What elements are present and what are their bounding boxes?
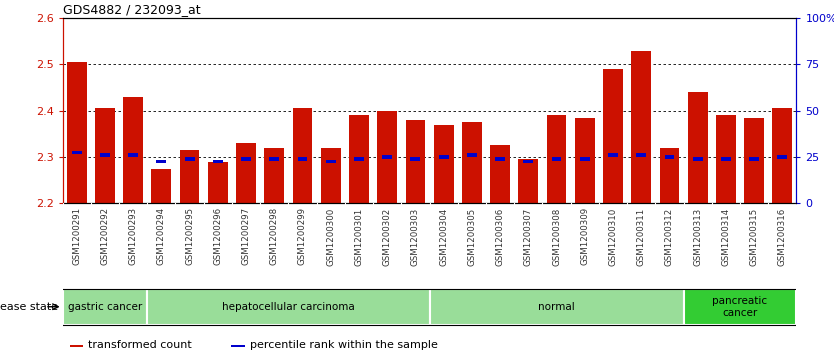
- Bar: [772, 109, 792, 203]
- Text: GSM1200306: GSM1200306: [495, 207, 505, 265]
- Bar: [63, 289, 148, 325]
- Bar: [439, 155, 449, 159]
- Text: disease state: disease state: [0, 302, 58, 312]
- Bar: [693, 158, 702, 161]
- Text: GSM1200297: GSM1200297: [242, 207, 250, 265]
- Bar: [354, 158, 364, 161]
- Bar: [236, 143, 256, 203]
- Text: GSM1200301: GSM1200301: [354, 207, 364, 265]
- Bar: [123, 97, 143, 203]
- Bar: [349, 115, 369, 203]
- Text: GSM1200292: GSM1200292: [100, 207, 109, 265]
- Text: GSM1200296: GSM1200296: [214, 207, 223, 265]
- Text: GSM1200305: GSM1200305: [467, 207, 476, 265]
- Text: GDS4882 / 232093_at: GDS4882 / 232093_at: [63, 3, 200, 16]
- Bar: [67, 62, 87, 203]
- Bar: [377, 111, 397, 203]
- Bar: [603, 69, 623, 203]
- Bar: [524, 160, 533, 163]
- Text: GSM1200293: GSM1200293: [128, 207, 138, 265]
- Bar: [519, 159, 538, 203]
- Text: GSM1200313: GSM1200313: [693, 207, 702, 265]
- Bar: [213, 160, 223, 163]
- Bar: [684, 289, 796, 325]
- Bar: [157, 160, 166, 163]
- Bar: [321, 148, 340, 203]
- Text: pancreatic
cancer: pancreatic cancer: [712, 296, 767, 318]
- Bar: [100, 153, 110, 156]
- Bar: [152, 168, 171, 203]
- Bar: [231, 346, 244, 347]
- Bar: [665, 155, 675, 159]
- Bar: [467, 153, 477, 156]
- Bar: [636, 153, 646, 156]
- Bar: [749, 158, 759, 161]
- Bar: [546, 115, 566, 203]
- Bar: [72, 151, 82, 154]
- Bar: [293, 109, 313, 203]
- Text: GSM1200308: GSM1200308: [552, 207, 561, 265]
- Text: GSM1200295: GSM1200295: [185, 207, 194, 265]
- Bar: [660, 148, 680, 203]
- Bar: [744, 118, 764, 203]
- Text: GSM1200312: GSM1200312: [665, 207, 674, 265]
- Bar: [241, 158, 251, 161]
- Bar: [462, 122, 482, 203]
- Bar: [434, 125, 454, 203]
- Bar: [264, 148, 284, 203]
- Bar: [777, 155, 787, 159]
- Text: GSM1200304: GSM1200304: [440, 207, 448, 265]
- Bar: [721, 158, 731, 161]
- Bar: [410, 158, 420, 161]
- Bar: [128, 153, 138, 156]
- Bar: [495, 158, 505, 161]
- Text: GSM1200298: GSM1200298: [269, 207, 279, 265]
- Text: GSM1200294: GSM1200294: [157, 207, 166, 265]
- Text: GSM1200311: GSM1200311: [636, 207, 646, 265]
- Text: transformed count: transformed count: [88, 340, 192, 350]
- Bar: [298, 158, 308, 161]
- Text: GSM1200314: GSM1200314: [721, 207, 731, 265]
- Bar: [490, 146, 510, 203]
- Text: gastric cancer: gastric cancer: [68, 302, 142, 312]
- Bar: [631, 50, 651, 203]
- Text: GSM1200291: GSM1200291: [73, 207, 81, 265]
- Bar: [382, 155, 392, 159]
- Bar: [580, 158, 590, 161]
- Bar: [575, 118, 595, 203]
- Bar: [179, 150, 199, 203]
- Bar: [269, 158, 279, 161]
- Text: GSM1200315: GSM1200315: [750, 207, 759, 265]
- Text: GSM1200300: GSM1200300: [326, 207, 335, 265]
- Text: GSM1200299: GSM1200299: [298, 207, 307, 265]
- Bar: [430, 289, 684, 325]
- Text: hepatocellular carcinoma: hepatocellular carcinoma: [222, 302, 354, 312]
- Text: GSM1200316: GSM1200316: [778, 207, 786, 265]
- Text: percentile rank within the sample: percentile rank within the sample: [249, 340, 438, 350]
- Bar: [95, 109, 115, 203]
- Text: GSM1200309: GSM1200309: [580, 207, 590, 265]
- Bar: [70, 346, 83, 347]
- Bar: [716, 115, 736, 203]
- Text: GSM1200303: GSM1200303: [411, 207, 420, 265]
- Bar: [208, 162, 228, 203]
- Bar: [551, 158, 561, 161]
- Text: GSM1200307: GSM1200307: [524, 207, 533, 265]
- Bar: [688, 92, 707, 203]
- Text: GSM1200310: GSM1200310: [609, 207, 617, 265]
- Bar: [608, 153, 618, 156]
- Text: normal: normal: [538, 302, 575, 312]
- Bar: [405, 120, 425, 203]
- Bar: [326, 160, 335, 163]
- Bar: [184, 158, 194, 161]
- Text: GSM1200302: GSM1200302: [383, 207, 392, 265]
- Bar: [148, 289, 430, 325]
